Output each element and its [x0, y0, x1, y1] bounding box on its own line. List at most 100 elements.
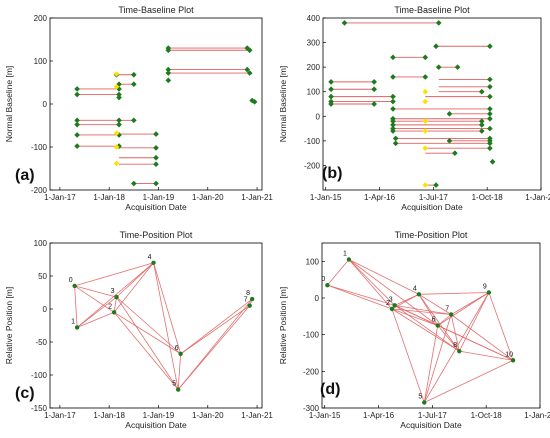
y-tick-label: 50 — [38, 272, 47, 281]
network-node — [325, 282, 330, 288]
network-node — [389, 306, 395, 312]
y-tick-label: 400 — [307, 14, 321, 23]
plot-title: Time-Baseline Plot — [394, 5, 470, 15]
acquisition-point — [246, 70, 253, 76]
y-tick-label: -200 — [31, 186, 48, 195]
y-tick-label: -100 — [31, 371, 48, 380]
network-edge — [327, 284, 393, 310]
acquisition-point — [130, 117, 137, 124]
acquisition-point — [130, 71, 137, 78]
network-node — [72, 283, 77, 289]
acquisition-point — [371, 86, 377, 93]
y-tick-label: 0 — [43, 305, 48, 314]
network-edge — [348, 259, 438, 326]
network-node — [114, 294, 119, 300]
y-tick-label: -300 — [303, 404, 320, 413]
network-node — [178, 351, 183, 357]
acquisition-point — [454, 64, 461, 70]
network-edge — [391, 308, 452, 315]
panel-tag: (a) — [15, 167, 35, 184]
network-node — [346, 257, 352, 262]
acquisition-point — [328, 101, 334, 107]
plot-title: Time-Position Plot — [120, 230, 193, 240]
network-edge — [423, 325, 439, 403]
acquisition-point — [487, 76, 493, 83]
acquisition-point — [487, 115, 493, 122]
network-edge — [76, 311, 115, 328]
network-edge — [418, 294, 439, 326]
acquisition-point — [487, 138, 493, 144]
acquisition-point — [478, 118, 485, 125]
network-edge — [437, 325, 460, 352]
network-edge — [391, 308, 460, 352]
network-edge — [327, 259, 350, 286]
acquisition-point — [390, 128, 396, 134]
network-edge — [113, 262, 154, 313]
y-tick-label: 0 — [315, 294, 320, 303]
y-tick-label: -50 — [35, 338, 47, 347]
node-label: 3 — [389, 296, 393, 303]
network-node — [448, 312, 454, 317]
acquisition-point — [130, 180, 137, 187]
acquisition-point — [116, 121, 122, 128]
acquisition-point — [392, 140, 399, 147]
x-tick-label: 1-Jul-17 — [419, 193, 448, 202]
reference-point — [113, 71, 120, 77]
network-node — [111, 310, 117, 315]
x-tick-label: 1-Apr-16 — [364, 193, 396, 202]
y-axis-label: Relative Position [m] — [4, 287, 14, 364]
acquisition-point — [165, 70, 172, 76]
acquisition-point — [328, 93, 334, 100]
panel-tag: (b) — [322, 165, 342, 182]
network-edge — [394, 304, 452, 315]
acquisition-point — [487, 93, 493, 100]
acquisition-point — [165, 66, 172, 73]
x-tick-label: 1-Jan-21 — [241, 193, 273, 202]
node-label: 6 — [175, 345, 179, 352]
reference-point — [422, 145, 429, 152]
x-axis-label: Acquisition Date — [125, 420, 187, 430]
reference-point — [422, 182, 429, 188]
acquisition-point — [153, 131, 159, 137]
acquisition-point — [74, 117, 80, 124]
network-node — [416, 292, 422, 297]
acquisition-point — [74, 143, 80, 149]
network-edge — [153, 262, 182, 354]
network-node — [249, 296, 255, 302]
node-label: 3 — [111, 288, 115, 295]
acquisition-point — [452, 150, 458, 156]
acquisition-point — [165, 77, 172, 84]
network-edge — [153, 262, 179, 390]
y-tick-label: 100 — [307, 88, 321, 97]
acquisition-point — [74, 132, 80, 138]
network-edge — [418, 294, 460, 352]
plot-title: Time-Position Plot — [395, 230, 468, 240]
panel-c: Time-Position Plot 1-Jan-17 1-Jan-18 1-Jan-… — [4, 230, 273, 430]
x-tick-label: 1-Apr-16 — [363, 411, 395, 420]
acquisition-point — [435, 20, 442, 26]
node-label: 5 — [418, 394, 422, 401]
y-tick-label: -150 — [31, 404, 48, 413]
network-node — [74, 325, 80, 330]
network-node — [457, 348, 462, 354]
y-tick-label: 100 — [306, 257, 320, 266]
acquisition-point — [435, 64, 442, 70]
network-edge — [391, 308, 438, 326]
y-tick-label: -200 — [304, 161, 321, 170]
network-edge — [450, 314, 514, 361]
acquisition-point — [130, 81, 137, 88]
acquisition-point — [116, 91, 122, 98]
network-edge — [113, 311, 181, 355]
acquisition-point — [446, 111, 453, 117]
x-tick-label: 1-Oct-18 — [472, 193, 504, 202]
x-tick-label: 1-Jan-19 — [143, 411, 175, 420]
plot-frame — [321, 242, 541, 409]
acquisition-point — [153, 180, 159, 187]
y-tick-label: 300 — [307, 39, 321, 48]
network-edge — [113, 312, 179, 390]
network-edge — [74, 285, 117, 298]
reference-point — [113, 144, 120, 150]
node-label: 8 — [246, 290, 250, 297]
y-tick-label: -100 — [303, 331, 320, 340]
y-tick-label: 100 — [34, 57, 48, 66]
